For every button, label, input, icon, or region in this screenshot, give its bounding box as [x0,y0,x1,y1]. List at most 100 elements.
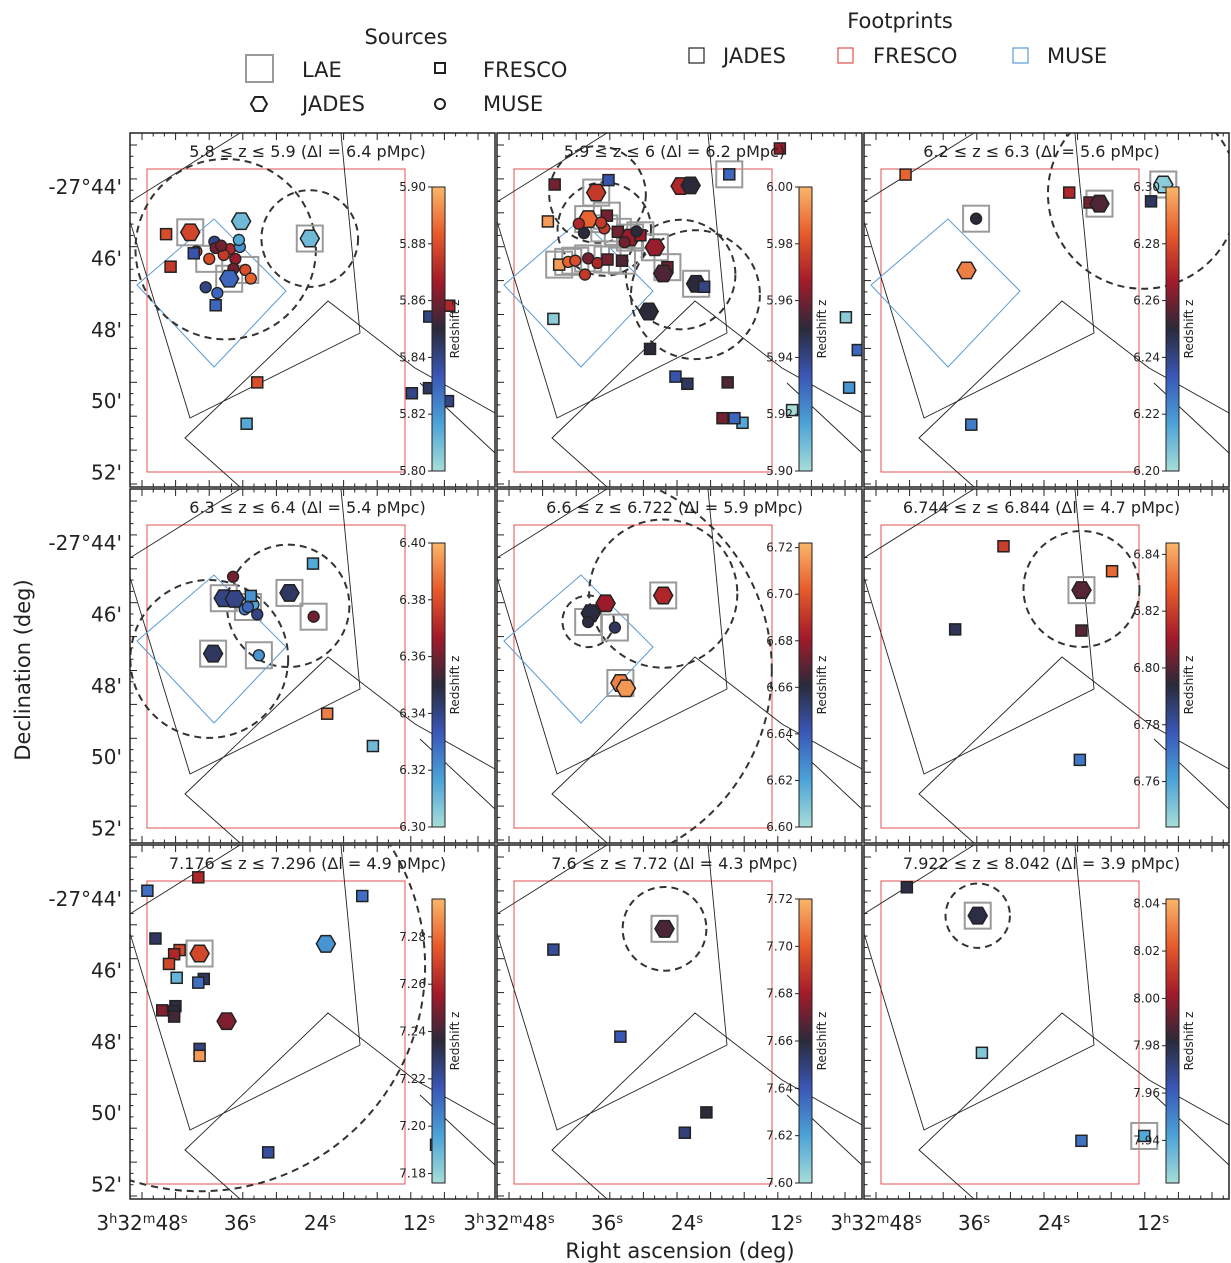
fresco-footprint [146,880,406,1185]
lae-box [185,939,214,968]
fresco-source [244,589,258,603]
fresco-source [1075,1134,1088,1148]
x-tick-labels: 3h32m48s 36s 24s 12s 3h32m48s 36s 24s 12s 3h32m4… [96,1211,1169,1235]
muse-source [252,649,266,662]
jades-footprint-south [551,656,862,843]
colorbar-tick-label: 6.72 [766,541,793,555]
jades-source [1071,581,1092,600]
overdensity-circle [260,189,360,288]
colorbar-tick-label: 7.94 [1133,1133,1160,1147]
panel-3: 6.20 6.22 6.24 6.26 6.28 6.30 Redshift z 6.2 ≤ … [863,132,1230,488]
colorbar-tick-label: 6.30 [399,820,426,834]
panel-ticks [497,133,857,487]
muse-source [229,252,242,266]
legend-footprint-jades-marker [688,47,705,64]
jades-source [644,238,666,257]
x-axis-title: Right ascension (deg) [565,1239,794,1263]
muse-source [307,610,320,623]
colorbar-tick-label: 6.22 [1133,407,1160,421]
fresco-source [164,260,177,273]
jades-source [585,183,607,202]
y-tick-label: -27°44' [48,175,122,199]
fresco-source [697,280,711,294]
y-tick-label: -27°44' [48,531,122,555]
panel-4: 6.30 6.32 6.34 6.36 6.38 6.40 Redshift z 6.3 ≤ … [129,488,496,844]
lae-box [963,901,992,930]
jades-footprint-edge [1153,382,1229,454]
panel-title: 7.922 ≤ z ≤ 8.042 (Δl = 3.9 pMpc) [903,854,1180,873]
colorbar-tick-label: 6.84 [1133,547,1160,561]
panel-frame [129,488,496,844]
x-tick-label: 3h32m48s [830,1211,922,1235]
legend-footprint-jades-label: JADES [721,44,786,68]
fresco-source [785,403,799,417]
muse-footprint [503,218,654,368]
fresco-source [366,739,380,753]
legend-footprint-muse-label: MUSE [1047,44,1107,68]
legend-sources-title: Sources [364,25,447,49]
overdensity-circle [134,157,317,341]
jades-source [189,944,210,963]
colorbar-tick-label: 5.88 [399,237,426,251]
fresco-source [155,1004,169,1017]
panel-grid: 5.80 5.82 5.84 5.86 5.88 5.90 Redshift z 5.8 ≤ … [129,132,1230,1200]
fresco-source [601,253,614,266]
muse-footprint [503,574,654,724]
fresco-source [356,889,369,903]
colorbar-tick-label: 7.66 [766,1034,793,1048]
fresco-source [149,932,162,945]
fresco-source [839,311,853,324]
lae-box [176,218,205,247]
colorbar: 6.20 6.22 6.24 6.26 6.28 6.30 Redshift z [1133,180,1196,478]
muse-source [608,621,622,634]
muse-footprint [136,574,287,724]
fresco-source [842,381,856,394]
fresco-source [721,376,734,389]
y-tick-label: 46' [91,246,122,270]
jades-footprint-north [497,133,728,419]
colorbar-tick-label: 7.70 [766,939,793,953]
colorbar-tick-label: 5.90 [766,464,793,478]
muse-source [199,281,212,294]
colorbar-tick-label: 7.96 [1133,1086,1160,1100]
colorbar-tick-label: 6.82 [1133,604,1160,618]
muse-source [969,212,983,225]
jades-footprint-north [497,489,728,775]
fresco-source [1105,564,1119,578]
overdensity-circle [630,229,761,361]
overdensity-circle [654,489,773,843]
jades-footprint-edge [786,1094,862,1166]
fresco-source [251,376,264,389]
colorbar-label: Redshift z [1182,1012,1196,1071]
x-tick-label: 36s [958,1211,990,1235]
legend-fresco-label: FRESCO [483,58,567,82]
fresco-source [948,623,962,636]
legend-lae-marker [245,54,274,83]
colorbar-tick-label: 7.98 [1133,1039,1160,1053]
colorbar-gradient [798,542,813,828]
muse-source [572,217,585,230]
colorbar: 7.60 7.62 7.64 7.66 7.68 7.70 7.72 Redshift z [766,892,829,1190]
fresco-source [716,411,729,425]
lae-box [1149,170,1178,199]
colorbar-tick-label: 6.38 [399,593,426,607]
colorbar-tick-label: 6.30 [1133,180,1160,194]
colorbar-tick-label: 5.80 [399,464,426,478]
panel-title: 6.6 ≤ z ≤ 6.722 (Δl = 5.9 pMpc) [546,498,803,517]
lae-box [962,204,991,233]
muse-source [578,268,592,281]
colorbar-tick-label: 8.04 [1133,897,1160,911]
jades-source [615,679,637,698]
panel-ticks [497,845,857,1199]
overdensity-circle [548,145,647,244]
y-tick-label: 46' [91,958,122,982]
colorbar: 6.60 6.62 6.64 6.66 6.68 6.70 6.72 Redshift z [766,541,829,834]
colorbar-gradient [798,898,813,1184]
muse-source [203,252,216,266]
x-tick-label: 24s [1038,1211,1070,1235]
colorbar-label: Redshift z [1182,300,1196,359]
panel-ticks [130,845,490,1199]
muse-source [569,254,582,267]
jades-source [216,1012,237,1031]
legend-fresco-marker [434,62,446,74]
